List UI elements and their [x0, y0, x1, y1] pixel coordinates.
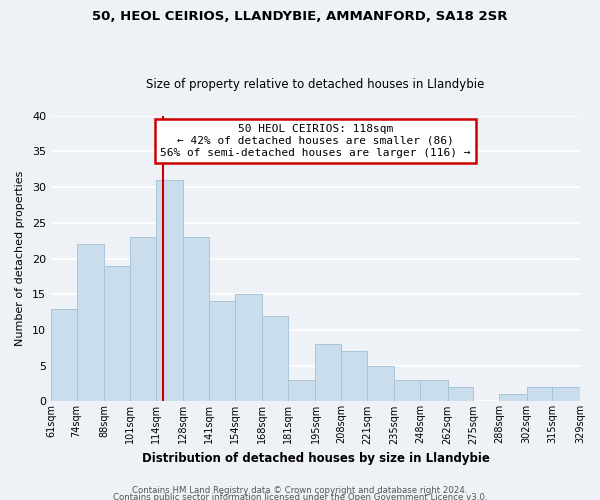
- Bar: [51, 308, 77, 402]
- Y-axis label: Number of detached properties: Number of detached properties: [15, 171, 25, 346]
- Bar: [183, 237, 209, 402]
- Bar: [341, 352, 367, 402]
- Bar: [367, 366, 394, 402]
- Bar: [235, 294, 262, 402]
- Bar: [77, 244, 104, 402]
- Bar: [394, 380, 420, 402]
- Bar: [420, 380, 448, 402]
- Bar: [209, 302, 235, 402]
- Bar: [448, 387, 473, 402]
- Bar: [130, 237, 155, 402]
- Text: Contains public sector information licensed under the Open Government Licence v3: Contains public sector information licen…: [113, 494, 487, 500]
- Bar: [553, 387, 580, 402]
- Bar: [262, 316, 288, 402]
- Text: 50, HEOL CEIRIOS, LLANDYBIE, AMMANFORD, SA18 2SR: 50, HEOL CEIRIOS, LLANDYBIE, AMMANFORD, …: [92, 10, 508, 23]
- Text: Contains HM Land Registry data © Crown copyright and database right 2024.: Contains HM Land Registry data © Crown c…: [132, 486, 468, 495]
- Bar: [316, 344, 341, 402]
- Title: Size of property relative to detached houses in Llandybie: Size of property relative to detached ho…: [146, 78, 485, 91]
- Bar: [155, 180, 183, 402]
- Text: 50 HEOL CEIRIOS: 118sqm
← 42% of detached houses are smaller (86)
56% of semi-de: 50 HEOL CEIRIOS: 118sqm ← 42% of detache…: [160, 124, 471, 158]
- Bar: [104, 266, 130, 402]
- X-axis label: Distribution of detached houses by size in Llandybie: Distribution of detached houses by size …: [142, 452, 490, 465]
- Bar: [527, 387, 553, 402]
- Bar: [288, 380, 316, 402]
- Bar: [499, 394, 527, 402]
